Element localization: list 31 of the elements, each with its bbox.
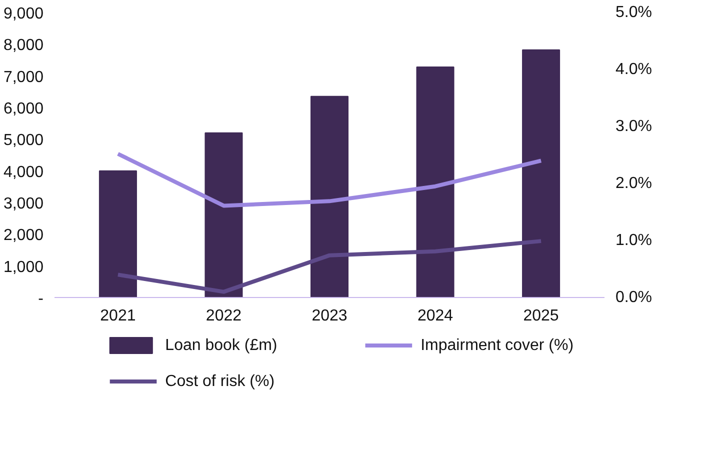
y-tick-label: 9,000 bbox=[3, 6, 44, 22]
y2-tick-label: 5.0% bbox=[616, 4, 652, 21]
y-tick-label: 6,000 bbox=[3, 100, 44, 118]
x-tick-label: 2022 bbox=[206, 308, 242, 324]
bar bbox=[522, 49, 560, 298]
y-tick-label: 2,000 bbox=[3, 227, 44, 244]
bar bbox=[416, 66, 454, 298]
legend-label: Loan book (£m) bbox=[165, 337, 278, 354]
y2-tick-label: 4.0% bbox=[616, 61, 652, 78]
legend-label: Cost of risk (%) bbox=[165, 373, 275, 390]
y-tick-label: - bbox=[38, 290, 44, 308]
bar bbox=[204, 132, 243, 298]
y2-tick-label: 3.0% bbox=[616, 118, 652, 135]
y-tick-label: 4,000 bbox=[3, 164, 44, 181]
x-tick-label: 2025 bbox=[523, 308, 559, 324]
line-series bbox=[116, 152, 544, 208]
y2-tick-label: 2.0% bbox=[616, 175, 652, 192]
bar bbox=[98, 170, 137, 298]
x-tick-label: 2021 bbox=[100, 308, 136, 324]
legend-label: Impairment cover (%) bbox=[420, 337, 574, 354]
x-tick-label: 2023 bbox=[312, 308, 348, 324]
y2-tick-label: 1.0% bbox=[616, 232, 652, 249]
y-tick-label: 1,000 bbox=[3, 258, 44, 276]
line-series bbox=[116, 239, 544, 294]
y2-tick-label: 0.0% bbox=[616, 289, 652, 306]
y-tick-label: 5,000 bbox=[3, 132, 44, 150]
y-tick-label: 7,000 bbox=[3, 68, 44, 86]
y-tick-label: 8,000 bbox=[3, 37, 44, 54]
y-tick-label: 3,000 bbox=[3, 196, 44, 212]
x-tick-label: 2024 bbox=[417, 308, 454, 324]
bar bbox=[310, 96, 349, 298]
